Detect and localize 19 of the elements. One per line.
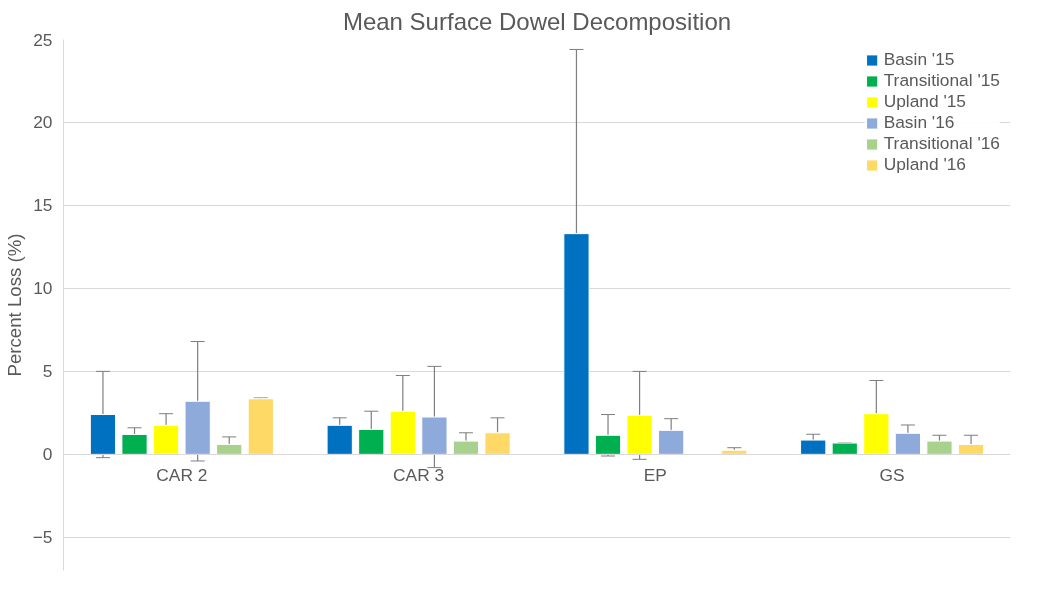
y-tick-label: 25 — [33, 29, 53, 50]
legend-label: Upland '15 — [883, 91, 966, 112]
y-tick-label: 0 — [42, 444, 53, 465]
y-tick-label: 20 — [33, 112, 53, 133]
legend-label: Basin '16 — [883, 112, 955, 133]
y-tick-label: −5 — [32, 527, 53, 548]
y-tick-label: 10 — [33, 278, 53, 299]
legend-label: Upland '16 — [883, 154, 966, 175]
legend-label: Transitional '15 — [883, 70, 1000, 91]
y-tick-label: 15 — [33, 195, 53, 216]
x-tick-label: CAR 3 — [393, 465, 445, 486]
legend-label: Transitional '16 — [883, 133, 1000, 154]
y-axis-title: Percent Loss (%) — [3, 233, 25, 377]
chart-title: Mean Surface Dowel Decomposition — [342, 7, 732, 35]
x-tick-label: EP — [643, 465, 667, 486]
x-tick-label: GS — [879, 465, 905, 486]
y-tick-label: 5 — [42, 361, 53, 382]
legend-label: Basin '15 — [883, 49, 955, 70]
x-tick-label: CAR 2 — [156, 465, 208, 486]
